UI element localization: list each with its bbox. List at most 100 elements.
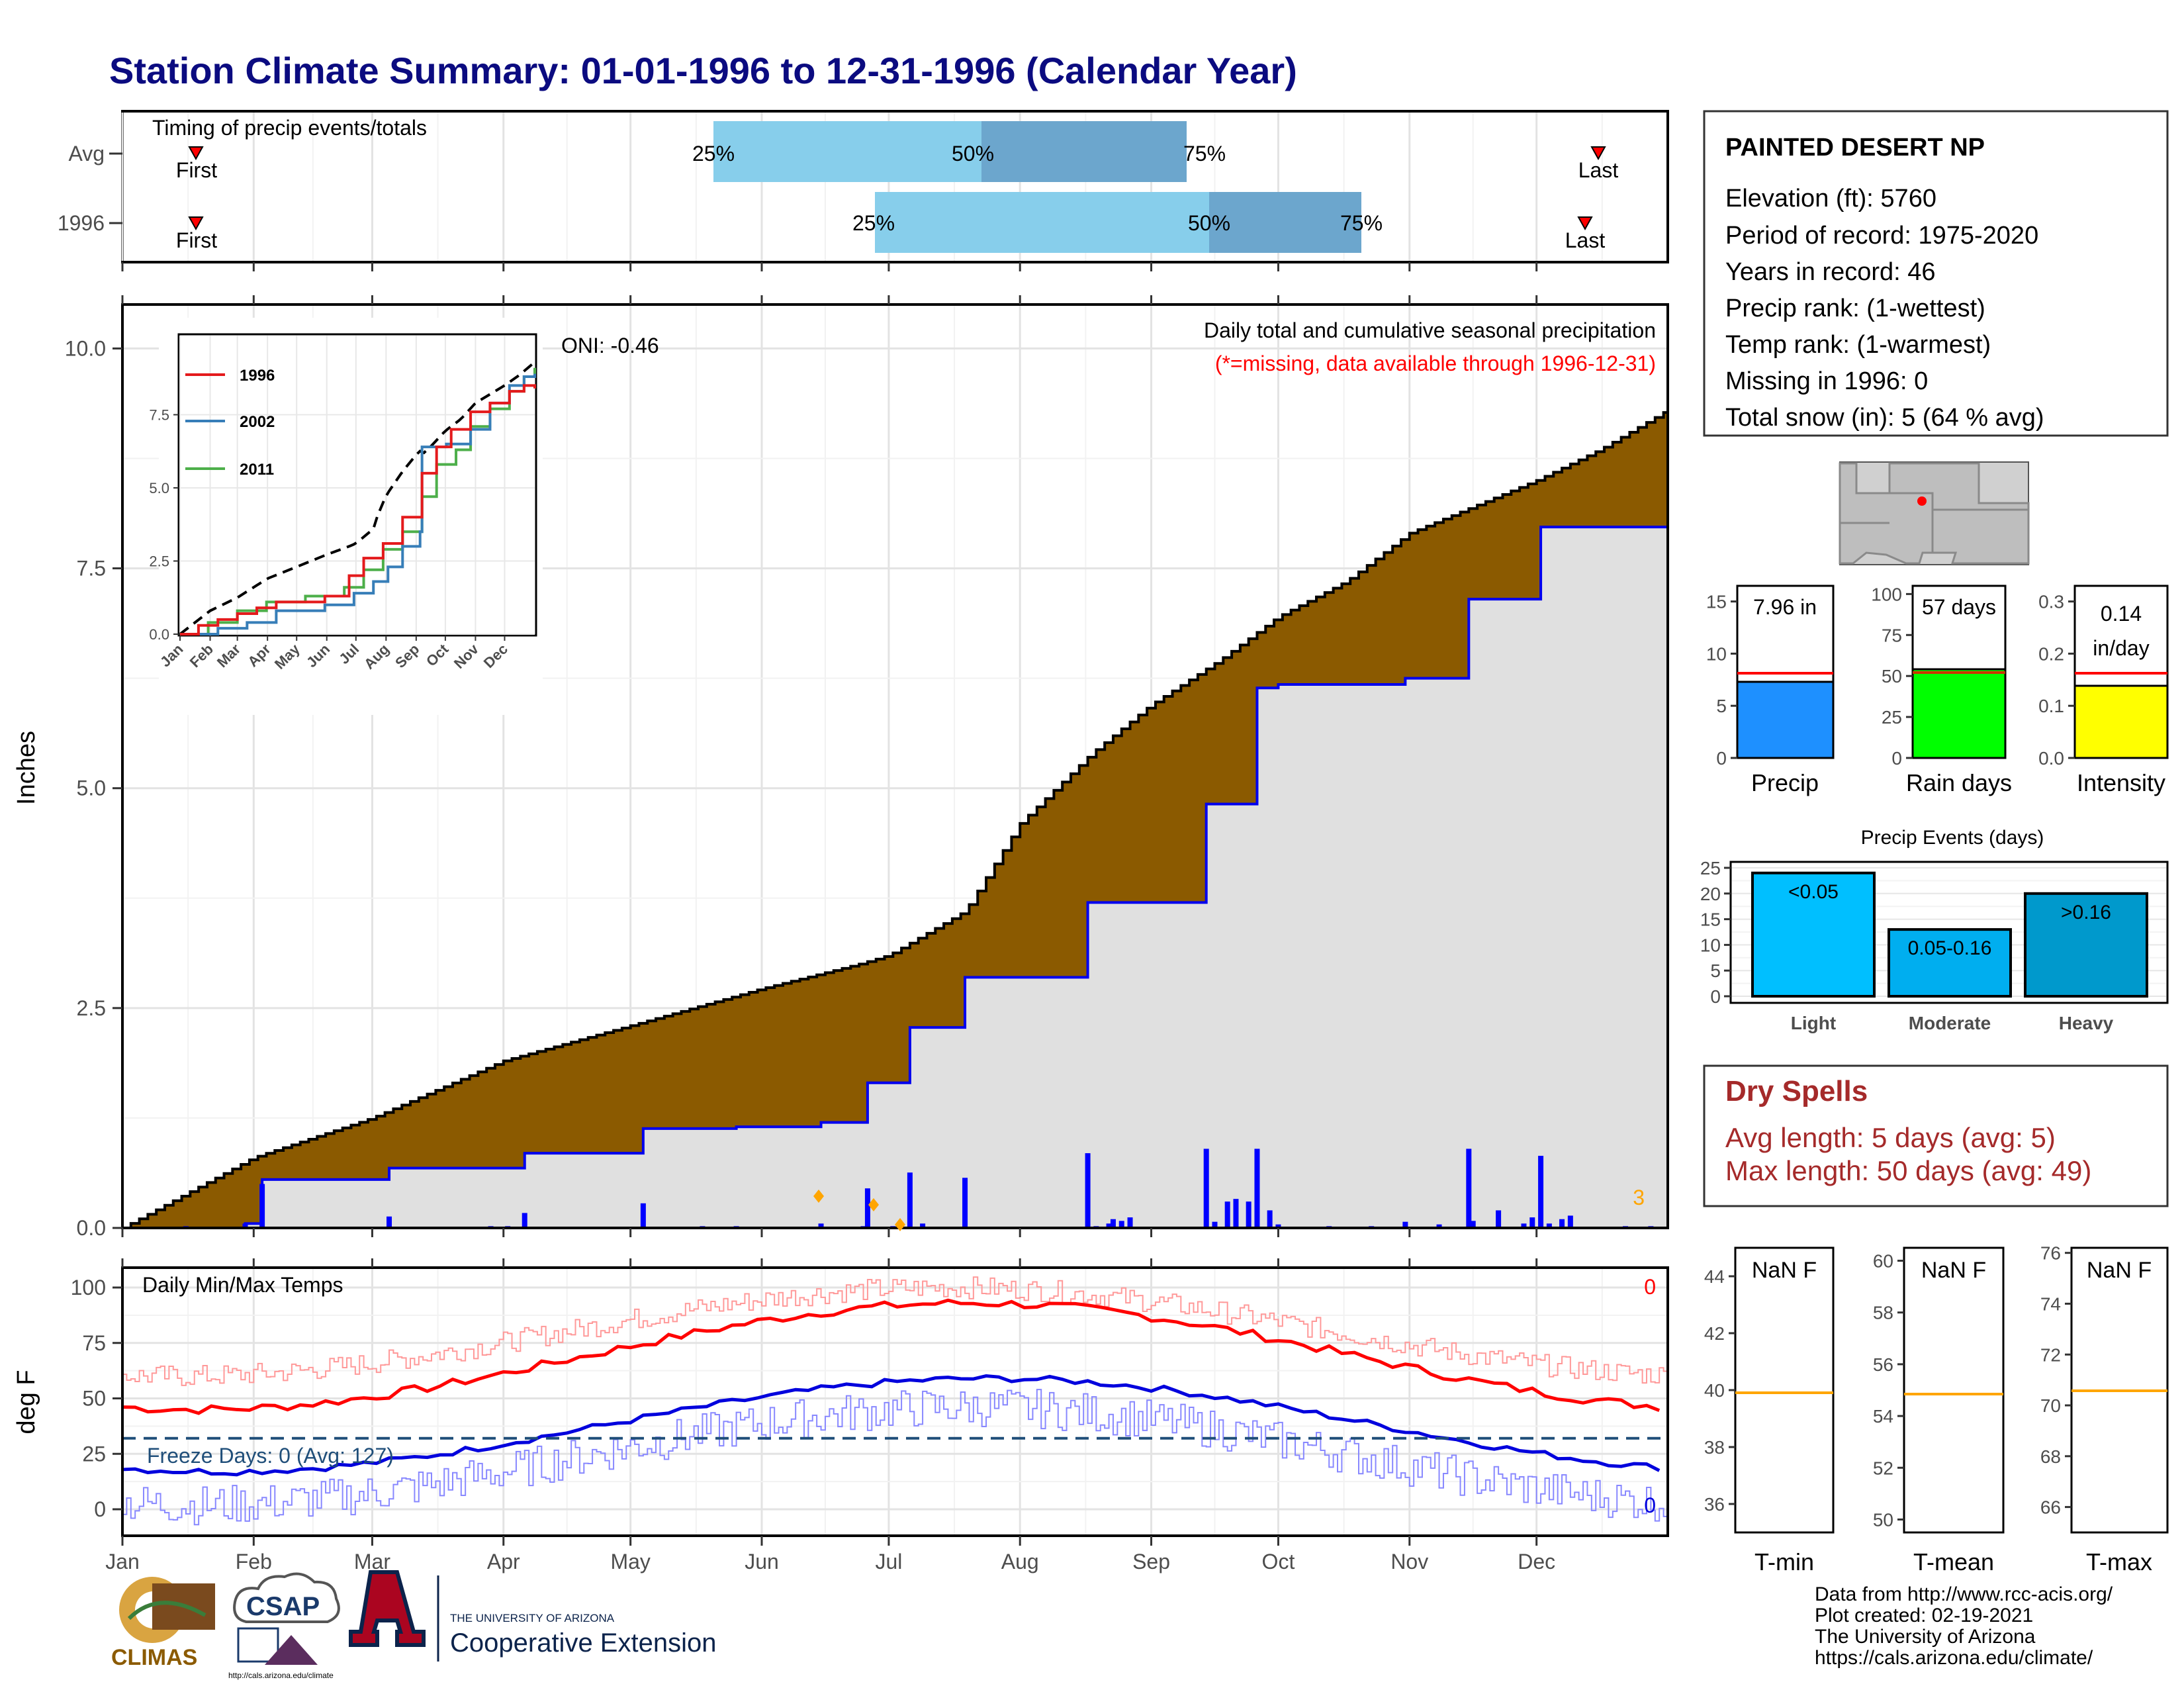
climas-logo-text: CLIMAS — [111, 1645, 197, 1670]
intensity-unit-label: in/day — [2093, 636, 2149, 660]
timing-panel: Timing of precip events/totals Avg 1996 … — [58, 110, 1669, 271]
p75-label: 75% — [1183, 142, 1226, 165]
last-label: Last — [1565, 228, 1606, 252]
temp-box-ytick: 38 — [1704, 1437, 1725, 1458]
rain-days-bar-label: Rain days — [1906, 769, 2012, 796]
temps-ytick-label: 100 — [71, 1276, 106, 1299]
daily-precip-bar — [1233, 1199, 1239, 1228]
dry-spells-box: Dry Spells Avg length: 5 days (avg: 5) M… — [1703, 1064, 2169, 1207]
temp-box-ytick: 42 — [1704, 1323, 1725, 1344]
daily-precip-bar — [1521, 1223, 1527, 1228]
footer-line: Data from http://www.rcc-acis.org/ — [1815, 1583, 2113, 1605]
footer-credits: Data from http://www.rcc-acis.org/ Plot … — [1815, 1583, 2113, 1669]
inset-line-1996 — [180, 384, 536, 635]
daily-precip-bar — [1546, 1223, 1552, 1228]
temp-box-ytick: 40 — [1704, 1380, 1725, 1401]
temp-box-ytick: 60 — [1873, 1251, 1893, 1272]
precip-event-bar — [1751, 871, 1876, 998]
temp-box-ytick: 50 — [1873, 1509, 1893, 1530]
station-info-line: Years in record: 46 — [1725, 258, 1936, 286]
temp-box-ytick: 56 — [1873, 1354, 1893, 1375]
precip-event-bar-label: 0.05-0.16 — [1908, 937, 1992, 959]
daily-precip-bar — [864, 1188, 870, 1228]
station-info-box: PAINTED DESERT NP Elevation (ft): 5760 P… — [1703, 110, 2169, 437]
daily-precip-bar — [1470, 1221, 1476, 1228]
precip-event-bar-label: <0.05 — [1788, 881, 1839, 903]
ua-big-text: Cooperative Extension — [450, 1628, 716, 1658]
daily-precip-bar — [1496, 1210, 1502, 1228]
inset-ytick-label: 0.0 — [149, 626, 169, 643]
mini-bar-ytick: 0 — [1716, 748, 1727, 769]
month-label: May — [610, 1550, 650, 1573]
precip-events-ytick: 5 — [1710, 961, 1721, 981]
dry-spells-max: Max length: 50 days (avg: 49) — [1725, 1155, 2091, 1186]
intensity-label: 0.14 — [2101, 602, 2142, 626]
footer-line: The University of Arizona — [1815, 1626, 2036, 1648]
daily-precip-bar — [1110, 1219, 1116, 1228]
month-label: Sep — [1132, 1550, 1170, 1573]
last-marker — [1577, 216, 1593, 231]
month-label: Jul — [875, 1550, 902, 1573]
daily-precip-bar — [1529, 1217, 1535, 1228]
month-label: Jun — [745, 1550, 779, 1573]
daily-precip-bar — [1224, 1201, 1230, 1228]
p25-label: 25% — [692, 142, 735, 165]
daily-precip-bar — [1254, 1149, 1260, 1228]
mini-bar-ytick: 15 — [1706, 592, 1727, 612]
tmax-label: T-max — [2086, 1548, 2152, 1575]
temp-box-ytick: 68 — [2040, 1446, 2061, 1467]
dry-spells-title: Dry Spells — [1725, 1075, 1868, 1107]
mini-bar-ytick: 0.3 — [2038, 592, 2064, 612]
daily-precip-bar — [1466, 1149, 1472, 1228]
temp-boxes: NaN F T-min 36 38 40 42 44 NaN F T-mean 50 52… — [1704, 1243, 2169, 1575]
p75-label: 75% — [1340, 211, 1383, 235]
precip-annotation: Daily total and cumulative seasonal prec… — [1204, 318, 1656, 342]
precip-ytick-label: 10.0 — [65, 336, 106, 360]
tmin-label: T-min — [1754, 1548, 1814, 1575]
daily-precip-bar — [907, 1172, 913, 1228]
daily-precip-bar — [1246, 1201, 1251, 1228]
daily-precip-bar — [1436, 1224, 1442, 1228]
dry-spells-avg: Avg length: 5 days (avg: 5) — [1725, 1122, 2056, 1153]
year-timing-bar-light — [875, 192, 1209, 253]
daily-precip-bar — [1559, 1219, 1565, 1228]
temp-box-ytick: 76 — [2040, 1243, 2061, 1264]
timing-label: Timing of precip events/totals — [152, 116, 427, 140]
missing-marker — [895, 1218, 905, 1231]
mini-bar-ytick: 10 — [1706, 643, 1727, 664]
month-label: Nov — [1390, 1550, 1428, 1573]
oni-label: ONI: -0.46 — [561, 334, 659, 357]
month-label: Feb — [236, 1550, 272, 1573]
rain-days-label: 57 days — [1922, 595, 1996, 619]
csap-url: http://cals.arizona.edu/climate — [228, 1671, 334, 1680]
min-count: 0 — [1644, 1493, 1656, 1517]
precip-total-label: 7.96 in — [1753, 595, 1817, 619]
daily-precip-bar — [1127, 1217, 1133, 1228]
temps-label: Daily Min/Max Temps — [142, 1273, 343, 1297]
daily-precip-bar — [387, 1216, 392, 1228]
precip-event-category: Moderate — [1909, 1013, 1991, 1033]
station-info-line: Period of record: 1975-2020 — [1725, 222, 2038, 250]
daily-precip-bar — [1203, 1149, 1209, 1228]
rain-days-bar — [1911, 668, 2007, 759]
tmin-record-line — [122, 1389, 1668, 1526]
daily-precip-bar — [1275, 1224, 1281, 1228]
ua-small-text: THE UNIVERSITY OF ARIZONA — [450, 1612, 615, 1624]
intensity-bar — [2073, 684, 2169, 759]
precip-bar-label: Precip — [1751, 769, 1819, 796]
tmax-line — [122, 1298, 1661, 1415]
daily-precip-bar — [522, 1213, 527, 1228]
mini-bar-ytick: 25 — [1882, 707, 1902, 727]
inset-ytick-label: 7.5 — [149, 407, 169, 424]
month-label: Apr — [487, 1550, 520, 1573]
temp-box-ytick: 74 — [2040, 1293, 2061, 1314]
tmin-line — [122, 1374, 1661, 1477]
daily-precip-bar — [1106, 1223, 1112, 1228]
daily-precip-bar — [1538, 1156, 1544, 1228]
precip-events-ytick: 25 — [1700, 858, 1721, 878]
precip-ytick-label: 7.5 — [77, 557, 106, 581]
temps-ytick-label: 50 — [82, 1387, 106, 1411]
mini-bar-ytick: 75 — [1882, 625, 1902, 645]
intensity-bar-label: Intensity — [2077, 769, 2165, 796]
month-label: Mar — [354, 1550, 390, 1573]
